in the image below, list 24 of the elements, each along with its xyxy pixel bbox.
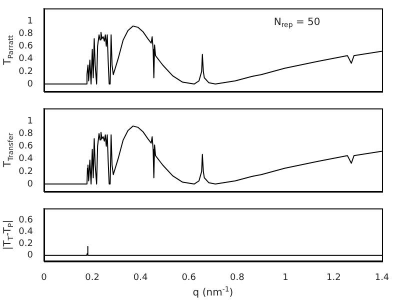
y-tick-label: 0.4 <box>18 54 34 64</box>
y-tick-label: 0.4 <box>18 154 34 164</box>
x-tick-label: 1 <box>282 272 288 283</box>
y-tick-label: 0.4 <box>18 227 34 238</box>
y-tick-label: 1 <box>27 16 33 26</box>
y-tick-label: 0.2 <box>18 66 33 77</box>
y-tick-label: 0.2 <box>18 166 33 177</box>
x-tick-label: 0.4 <box>133 272 148 283</box>
y-tick-label: 0.8 <box>18 128 34 139</box>
y-tick-label: 0.6 <box>18 42 34 52</box>
x-tick-label: 0.2 <box>85 272 100 283</box>
y-tick-label: 0 <box>27 250 34 261</box>
x-tick-label: 0 <box>41 272 48 283</box>
y-tick-label: 0.6 <box>18 142 34 152</box>
x-tick-label: 0.6 <box>182 272 196 283</box>
y-tick-label: 0 <box>27 179 34 190</box>
x-tick-label: 0.8 <box>230 272 245 283</box>
y-tick-label: 0.8 <box>18 28 34 39</box>
y-tick-label: 0 <box>27 79 34 90</box>
y-tick-label: 0.2 <box>18 238 33 249</box>
x-tick-label: 1.4 <box>374 272 390 283</box>
y-tick-label: 1 <box>27 116 33 126</box>
y-tick-label: 0.6 <box>18 215 34 226</box>
x-tick-label: 1.2 <box>326 272 341 283</box>
